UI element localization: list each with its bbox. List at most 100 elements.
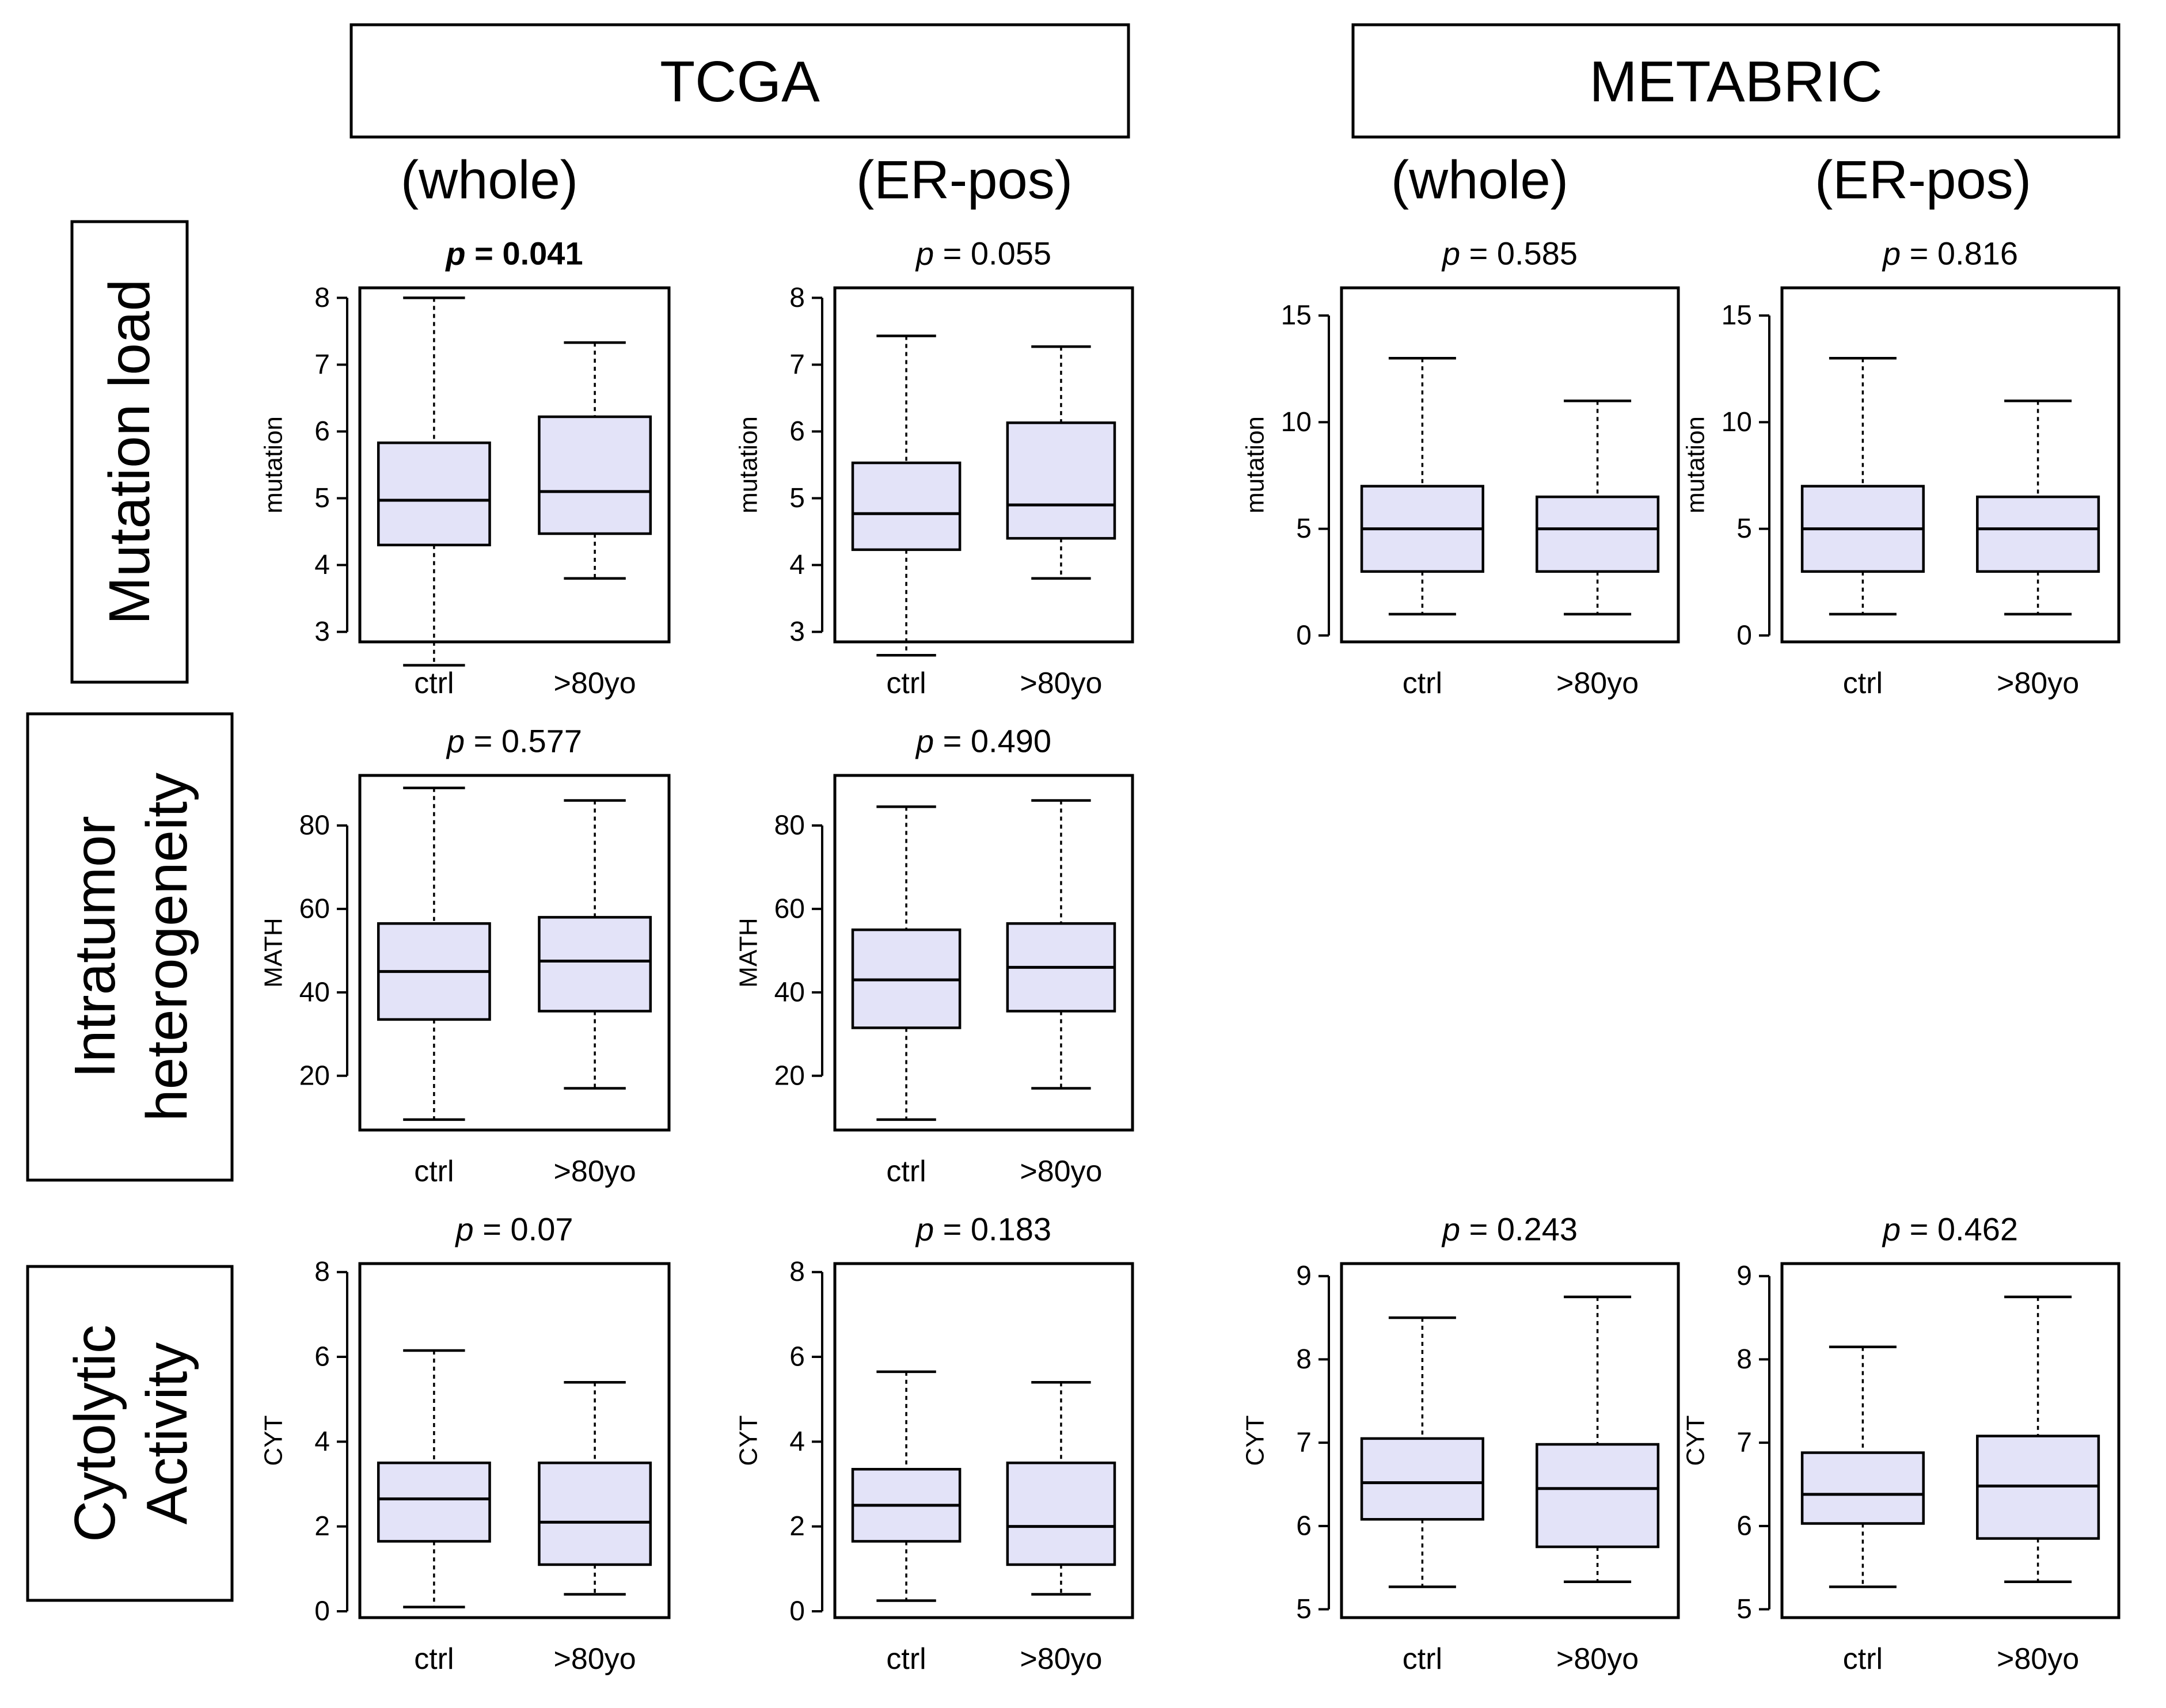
y-tick-label: 7 xyxy=(314,349,330,380)
y-tick-label: 3 xyxy=(789,617,805,647)
y-tick-label: 3 xyxy=(314,617,330,647)
y-tick-label: 20 xyxy=(774,1060,805,1091)
y-tick-label: 5 xyxy=(1296,1594,1312,1625)
plot-frame xyxy=(1340,1262,1680,1619)
plot-frame xyxy=(1780,286,2121,644)
row-label-cytolytic-line1: Cytolytic xyxy=(63,1325,127,1542)
y-tick-label: 5 xyxy=(314,483,330,513)
y-tick-label: 20 xyxy=(299,1060,330,1091)
y-tick-label: 60 xyxy=(299,893,330,924)
x-category-label: >80yo xyxy=(1020,1642,1102,1676)
panel-title-p-value: p = 0.041 xyxy=(444,235,583,272)
y-tick-label: 4 xyxy=(314,1426,330,1457)
row-label-intratumor-line2: heterogeneity xyxy=(135,773,199,1121)
iqr-box xyxy=(538,916,652,1013)
panel-title-p-value: p = 0.243 xyxy=(1441,1211,1578,1247)
box-ctrl: ctrl xyxy=(377,786,491,1188)
y-tick-label: 15 xyxy=(1722,300,1752,331)
box-gt80yo: >80yo xyxy=(1536,400,1660,700)
plot-frame xyxy=(1340,286,1680,644)
y-tick-label: 0 xyxy=(789,1596,805,1626)
x-category-label: >80yo xyxy=(554,667,636,700)
y-axis-label: mutation xyxy=(260,416,288,513)
y-tick-label: 4 xyxy=(789,550,805,580)
y-axis-label: CYT xyxy=(1682,1416,1710,1466)
dataset-header-metabric: METABRIC xyxy=(1351,23,2121,139)
panel-metabric-er-pos-cytolytic-activity: 5 6 7 8 9 CYT p = 0.462 ctrl >80yo xyxy=(1682,1211,2121,1676)
x-category-label: ctrl xyxy=(414,667,454,700)
y-axis-label: CYT xyxy=(1241,1416,1270,1466)
y-tick-label: 60 xyxy=(774,893,805,924)
subset-label-metabric-whole: (whole) xyxy=(1391,150,1568,210)
y-tick-label: 8 xyxy=(314,1257,330,1287)
row-label-intratumor-heterogeneity: Intratumor heterogeneity xyxy=(26,712,234,1182)
iqr-box xyxy=(1006,421,1116,540)
box-gt80yo: >80yo xyxy=(1006,1380,1116,1676)
y-tick-label: 6 xyxy=(1296,1511,1312,1541)
y-axis-label: CYT xyxy=(735,1416,763,1466)
y-tick-label: 0 xyxy=(1296,620,1312,651)
y-tick-label: 5 xyxy=(1736,513,1752,544)
panel-tcga-whole-cytolytic-activity: 0 2 4 6 8 CYT p = 0.07 ctrl >80yo xyxy=(260,1211,671,1676)
panel-title-p-value: p = 0.585 xyxy=(1441,235,1578,272)
panel-title-p-value: p = 0.055 xyxy=(915,235,1051,272)
panel-tcga-whole-mutation-load: 3 4 5 6 7 8 mutation p = 0.041 ctrl >80yo xyxy=(260,235,671,700)
x-category-label: ctrl xyxy=(886,1155,926,1188)
row-label-cytolytic-activity: Cytolytic Activity xyxy=(26,1265,234,1602)
y-tick-label: 4 xyxy=(789,1426,805,1457)
dataset-title-metabric: METABRIC xyxy=(1589,50,1882,114)
y-axis-label: MATH xyxy=(735,918,763,987)
y-axis-label: mutation xyxy=(1682,416,1710,513)
y-axis-label: mutation xyxy=(735,416,763,513)
x-category-label: ctrl xyxy=(414,1155,454,1188)
plot-frame xyxy=(358,286,671,644)
x-category-label: >80yo xyxy=(1997,667,2079,700)
y-tick-label: 7 xyxy=(1296,1428,1312,1458)
plot-frame xyxy=(833,286,1134,644)
y-tick-label: 40 xyxy=(299,977,330,1007)
panel-metabric-er-pos-mutation-load: 0 5 10 15 mutation p = 0.816 ctrl >80yo xyxy=(1682,235,2121,700)
box-gt80yo: >80yo xyxy=(1976,1295,2100,1676)
row-label-cytolytic-line2: Activity xyxy=(135,1342,199,1525)
y-tick-label: 6 xyxy=(789,1342,805,1372)
y-tick-label: 7 xyxy=(1736,1428,1752,1458)
subset-label-tcga-erpos: (ER-pos) xyxy=(856,150,1073,210)
box-gt80yo: >80yo xyxy=(538,1380,652,1676)
panel-title-p-value: p = 0.183 xyxy=(915,1211,1051,1247)
x-category-label: >80yo xyxy=(554,1642,636,1676)
y-tick-label: 0 xyxy=(314,1596,330,1626)
y-tick-label: 7 xyxy=(789,349,805,380)
y-tick-label: 80 xyxy=(774,810,805,840)
x-category-label: ctrl xyxy=(414,1642,454,1676)
x-category-label: ctrl xyxy=(1843,1642,1883,1676)
box-ctrl: ctrl xyxy=(1800,1345,1925,1676)
y-tick-label: 5 xyxy=(1736,1594,1752,1625)
y-tick-label: 6 xyxy=(314,1342,330,1372)
x-category-label: ctrl xyxy=(1403,667,1442,700)
plot-frame xyxy=(358,1262,671,1619)
box-gt80yo: >80yo xyxy=(1006,799,1116,1188)
box-ctrl: ctrl xyxy=(377,1349,491,1676)
iqr-box xyxy=(538,415,652,535)
x-category-label: ctrl xyxy=(1843,667,1883,700)
box-gt80yo: >80yo xyxy=(1536,1295,1660,1676)
x-category-label: >80yo xyxy=(1556,667,1639,700)
y-tick-label: 8 xyxy=(314,283,330,313)
y-tick-label: 10 xyxy=(1722,407,1752,438)
box-gt80yo: >80yo xyxy=(538,341,652,700)
panel-tcga-whole-intratumor-heterogeneity: 20 40 60 80 MATH p = 0.577 ctrl >80yo xyxy=(260,723,671,1188)
dataset-title-tcga: TCGA xyxy=(660,50,820,114)
iqr-box xyxy=(851,461,962,551)
panel-title-p-value: p = 0.816 xyxy=(1882,235,2018,272)
box-gt80yo: >80yo xyxy=(538,799,652,1188)
y-tick-label: 6 xyxy=(789,416,805,447)
subset-label-tcga-whole: (whole) xyxy=(401,150,578,210)
y-axis-label: CYT xyxy=(260,1416,288,1466)
x-category-label: >80yo xyxy=(1020,1155,1102,1188)
y-axis-label: mutation xyxy=(1241,416,1270,513)
plot-frame xyxy=(833,774,1134,1132)
iqr-box xyxy=(1536,495,1660,573)
panel-title-p-value: p = 0.07 xyxy=(455,1211,573,1247)
iqr-box xyxy=(377,441,491,546)
